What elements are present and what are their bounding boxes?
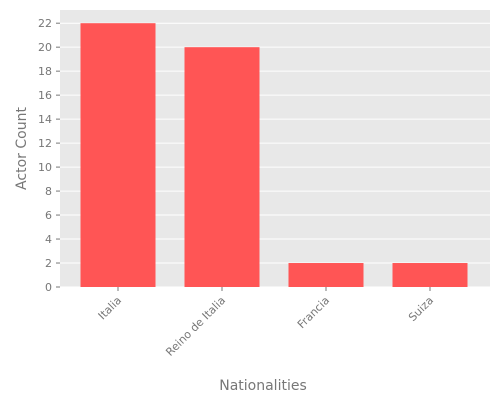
y-axis-ticks: 0 2 4 6 8 10 12 14 16 18 20 22 — [38, 17, 60, 294]
y-tick-label: 12 — [38, 137, 52, 150]
bar-italia — [80, 23, 156, 287]
y-tick-label: 14 — [38, 113, 52, 126]
y-tick-label: 10 — [38, 161, 52, 174]
y-tick-label: 6 — [45, 209, 52, 222]
bar-suiza — [392, 263, 468, 287]
y-tick-label: 16 — [38, 89, 52, 102]
x-axis-ticks: Italia Reino de Italia Francia Suiza — [96, 287, 436, 359]
y-tick-label: 0 — [45, 281, 52, 294]
bar-francia — [288, 263, 364, 287]
y-tick-label: 4 — [45, 233, 52, 246]
y-tick-label: 2 — [45, 257, 52, 270]
y-tick-label: 8 — [45, 185, 52, 198]
bar-reino-de-italia — [184, 47, 260, 288]
x-tick-label: Francia — [295, 294, 332, 331]
y-tick-label: 22 — [38, 17, 52, 30]
x-axis-label: Nationalities — [219, 378, 307, 394]
x-tick-label: Italia — [96, 294, 124, 322]
x-tick-label: Suiza — [406, 294, 436, 324]
y-axis-label: Actor Count — [14, 107, 30, 190]
y-tick-label: 18 — [38, 65, 52, 78]
y-tick-label: 20 — [38, 41, 52, 54]
bars — [80, 23, 468, 288]
x-tick-label: Reino de Italia — [163, 294, 228, 359]
